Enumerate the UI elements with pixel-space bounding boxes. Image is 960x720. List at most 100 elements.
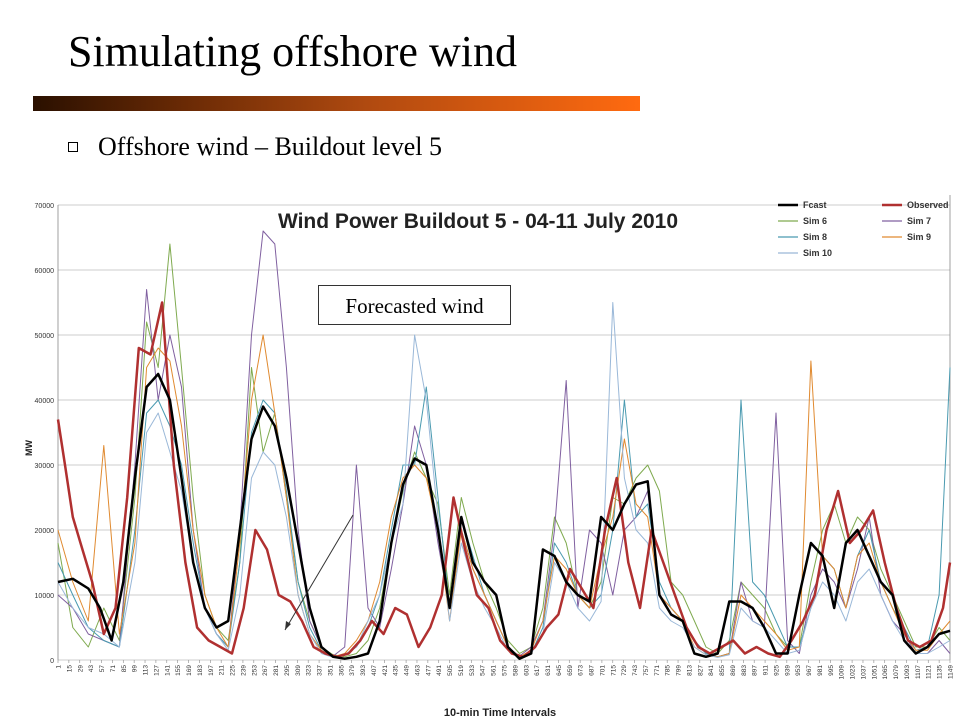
x-tick-label: 421	[382, 665, 389, 676]
x-tick-label: 841	[708, 665, 715, 676]
y-tick-label: 60000	[35, 268, 55, 275]
series-line-fcast	[57, 372, 951, 660]
x-tick-label: 785	[665, 665, 672, 676]
x-tick-label: 911	[763, 665, 770, 676]
chart-legend: Fcast Observed Sim 6 Sim 7 Sim 8 Sim 9 Sim 10	[778, 200, 949, 258]
y-tick-label: 20000	[35, 528, 55, 535]
x-tick-label: 855	[719, 665, 726, 676]
x-tick-label: 827	[697, 665, 704, 676]
y-tick-label: 40000	[35, 398, 55, 405]
x-tick-label: 659	[567, 665, 574, 676]
y-tick-label: 10000	[35, 593, 55, 600]
x-tick-label: 1023	[850, 665, 857, 680]
legend-label: Sim 7	[907, 216, 931, 226]
x-tick-label: 967	[806, 665, 813, 676]
x-tick-label: 365	[338, 665, 345, 676]
x-tick-label: 15	[66, 665, 73, 673]
x-tick-label: 253	[251, 665, 258, 676]
x-tick-label: 57	[99, 665, 106, 673]
y-tick-label: 50000	[35, 333, 55, 340]
x-tick-label: 533	[469, 665, 476, 676]
x-tick-label: 925	[773, 665, 780, 676]
x-tick-label: 463	[414, 665, 421, 676]
callout-pointer	[284, 514, 354, 631]
x-tick-label: 183	[197, 665, 204, 676]
x-tick-label: 29	[77, 665, 84, 673]
series-lines	[56, 230, 952, 660]
square-bullet-icon	[68, 142, 78, 152]
x-tick-label: 1093	[904, 665, 911, 680]
x-tick-label: 771	[654, 665, 661, 676]
x-tick-label: 477	[425, 665, 432, 676]
x-tick-label: 113	[143, 665, 150, 676]
x-tick-label: 309	[295, 665, 302, 676]
x-tick-label: 673	[578, 665, 585, 676]
legend-label: Observed	[907, 200, 949, 210]
x-tick-label: 197	[208, 665, 215, 676]
x-tick-label: 743	[632, 665, 639, 676]
x-tick-label: 239	[240, 665, 247, 676]
x-tick-label: 1009	[839, 665, 846, 680]
x-tick-label: 953	[795, 665, 802, 676]
x-tick-label: 981	[817, 665, 824, 676]
slide-title: Simulating offshore wind	[68, 27, 517, 76]
x-tick-label: 1135	[937, 665, 944, 679]
x-tick-label: 1051	[871, 665, 878, 680]
x-tick-label: 883	[741, 665, 748, 676]
x-tick-label: 729	[621, 665, 628, 676]
x-tick-label: 491	[436, 665, 443, 676]
x-tick-label: 449	[404, 665, 411, 676]
bullet-item: Offshore wind – Buildout level 5	[68, 132, 442, 162]
legend-label: Sim 10	[803, 248, 832, 258]
x-tick-label: 799	[676, 665, 683, 676]
x-tick-label: 169	[186, 665, 193, 676]
x-axis-label: 10-min Time Intervals	[444, 707, 556, 719]
x-tick-label: 351	[327, 665, 334, 676]
y-tick-label: 30000	[35, 463, 55, 470]
x-tick-label: 813	[686, 665, 693, 676]
x-tick-label: 589	[512, 665, 519, 676]
x-tick-label: 393	[360, 665, 367, 676]
x-tick-label: 757	[643, 665, 650, 676]
chart-grid	[57, 195, 951, 661]
x-tick-label: 141	[164, 665, 171, 676]
x-tick-label: 645	[556, 665, 563, 676]
x-tick-label: 547	[480, 665, 487, 676]
series-line-sim-9	[57, 334, 951, 658]
x-tick-label: 1	[56, 665, 63, 669]
legend-label: Sim 9	[907, 232, 931, 242]
bullet-text: Offshore wind – Buildout level 5	[98, 132, 442, 161]
x-tick-label: 715	[610, 665, 617, 676]
x-tick-labels: 1 15 29 43 57 71 85 99 113 127 141 155 169 183 197 211 2…	[56, 660, 955, 679]
x-tick-label: 323	[306, 665, 313, 676]
title-gradient-bar	[33, 96, 640, 111]
x-tick-label: 505	[447, 665, 454, 676]
x-tick-label: 687	[589, 665, 596, 676]
x-tick-label: 1107	[915, 665, 922, 679]
x-tick-label: 869	[730, 665, 737, 676]
x-tick-label: 435	[393, 665, 400, 676]
x-tick-label: 519	[458, 665, 465, 676]
series-line-observed	[56, 301, 952, 659]
x-tick-label: 155	[175, 665, 182, 676]
x-tick-label: 631	[545, 665, 552, 676]
x-tick-label: 995	[828, 665, 835, 676]
x-tick-label: 701	[599, 665, 606, 676]
x-tick-label: 1065	[882, 665, 889, 680]
x-tick-label: 281	[273, 665, 280, 676]
y-axis-label: MW	[24, 440, 34, 456]
x-tick-label: 407	[371, 665, 378, 676]
x-tick-label: 1121	[926, 665, 933, 679]
x-tick-label: 337	[317, 665, 324, 676]
x-tick-label: 1037	[860, 665, 867, 680]
y-tick-label: 70000	[35, 203, 55, 210]
x-tick-label: 267	[262, 665, 269, 676]
x-tick-label: 1149	[948, 665, 955, 679]
x-tick-label: 575	[502, 665, 509, 676]
x-tick-label: 211	[219, 665, 226, 676]
legend-label: Sim 6	[803, 216, 827, 226]
x-tick-label: 1079	[893, 665, 900, 680]
x-tick-label: 939	[784, 665, 791, 676]
x-tick-label: 85	[121, 665, 128, 673]
